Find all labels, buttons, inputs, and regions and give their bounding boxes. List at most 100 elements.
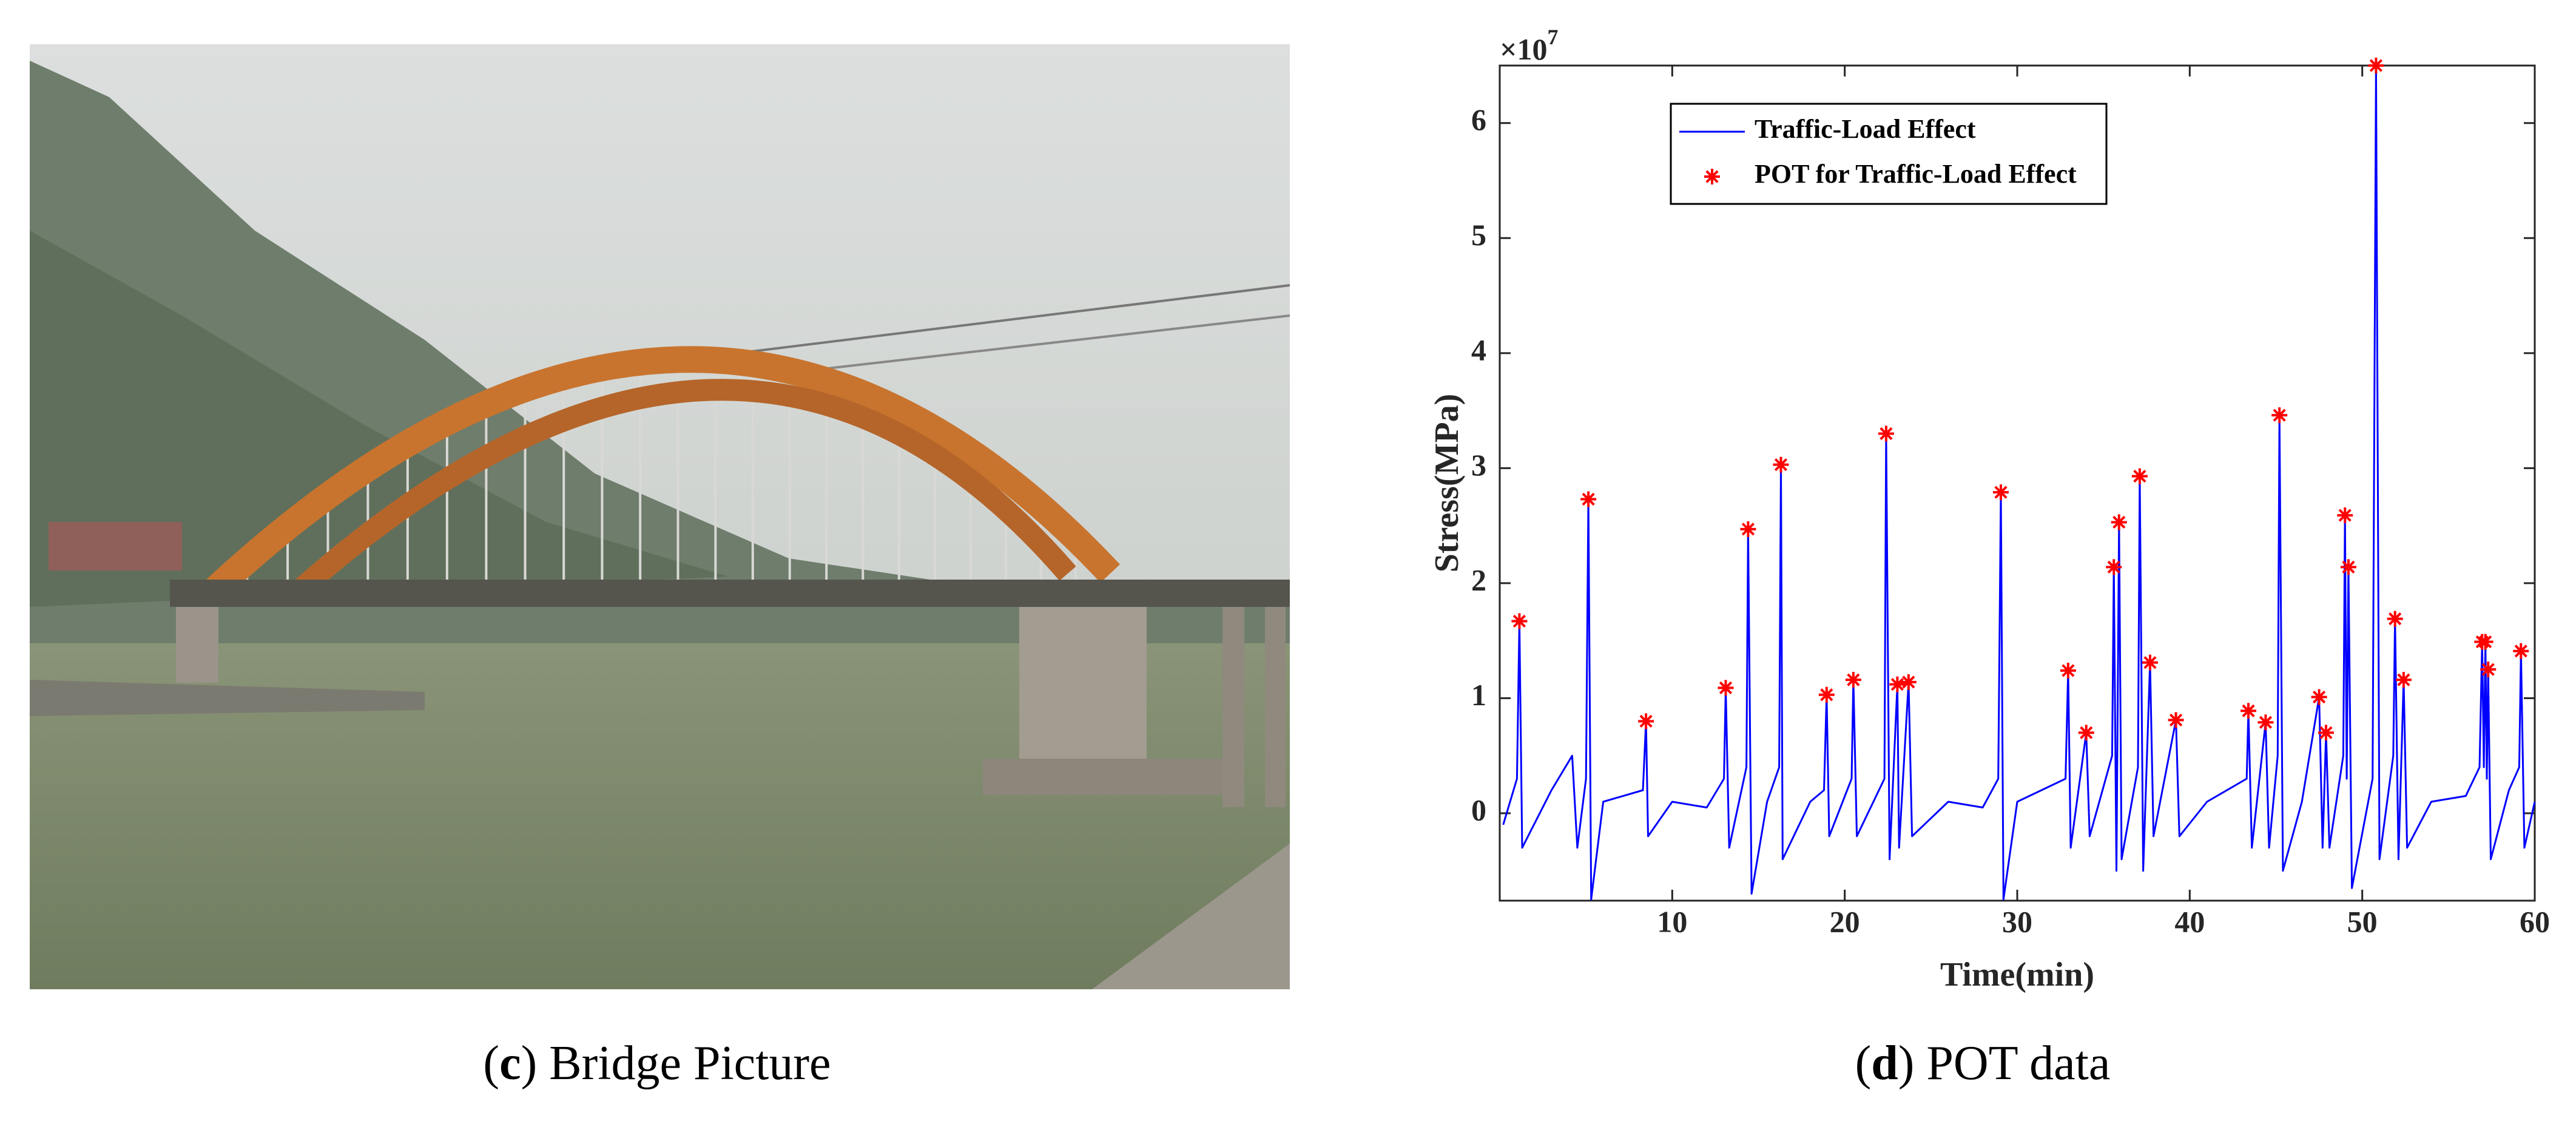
x-tick-label: 30 bbox=[2002, 904, 2032, 938]
asterisk-marker bbox=[1900, 674, 1917, 690]
y-tick-label: 5 bbox=[1471, 218, 1486, 252]
x-tick-label: 10 bbox=[1657, 904, 1687, 938]
asterisk-stroke bbox=[1741, 523, 1755, 536]
asterisk-marker bbox=[1718, 680, 1734, 696]
asterisk-marker bbox=[2387, 611, 2403, 627]
asterisk-stroke bbox=[2319, 726, 2333, 739]
asterisk-marker bbox=[1704, 169, 1720, 185]
asterisk-stroke bbox=[2112, 515, 2126, 529]
asterisk-marker bbox=[2271, 407, 2288, 424]
asterisk-marker bbox=[1740, 521, 1756, 537]
caption-text: ) Bridge Picture bbox=[521, 1037, 831, 1090]
y-multiplier: ×107 bbox=[1500, 25, 1559, 66]
asterisk-stroke bbox=[1774, 458, 1788, 472]
y-axis-label: Stress(MPa) bbox=[1428, 394, 1466, 572]
asterisk-stroke bbox=[1847, 673, 1860, 686]
y-tick-label: 3 bbox=[1471, 448, 1486, 482]
asterisk-marker bbox=[2111, 514, 2127, 530]
x-tick-label: 50 bbox=[2347, 904, 2378, 938]
asterisk-marker bbox=[2318, 725, 2334, 741]
right-bank bbox=[1092, 844, 1290, 989]
multiplier-exponent: 7 bbox=[1548, 25, 1559, 49]
caption: (c) Bridge Picture bbox=[483, 1037, 831, 1090]
deck bbox=[170, 580, 1290, 607]
asterisk-marker bbox=[2060, 662, 2076, 679]
asterisk-marker bbox=[2168, 712, 2184, 728]
asterisk-marker bbox=[1889, 676, 1906, 692]
asterisk-stroke bbox=[2369, 59, 2383, 72]
y-tick-label: 2 bbox=[1471, 563, 1486, 597]
pier-base bbox=[983, 759, 1238, 795]
asterisk-stroke bbox=[2080, 726, 2093, 739]
asterisk-stroke bbox=[2514, 645, 2527, 658]
asterisk-marker bbox=[1511, 613, 1528, 629]
asterisk-marker bbox=[1580, 491, 1597, 507]
asterisk-marker bbox=[2368, 58, 2384, 73]
legend-label: Traffic-Load Effect bbox=[1755, 114, 1976, 144]
y-tick-label: 6 bbox=[1471, 103, 1486, 137]
asterisk-stroke bbox=[1994, 486, 2008, 499]
x-axis-label: Time(min) bbox=[1940, 956, 2094, 994]
asterisk-marker bbox=[2241, 703, 2257, 719]
asterisk-stroke bbox=[2479, 635, 2492, 649]
asterisk-marker bbox=[2513, 643, 2529, 659]
asterisk-stroke bbox=[1512, 614, 1526, 628]
asterisk-marker bbox=[2477, 634, 2493, 650]
asterisk-stroke bbox=[1880, 427, 1893, 441]
asterisk-marker bbox=[2337, 507, 2353, 524]
billboard bbox=[49, 522, 182, 570]
asterisk-stroke bbox=[2107, 560, 2120, 574]
pier bbox=[1222, 607, 1244, 807]
asterisk-stroke bbox=[2338, 509, 2352, 522]
asterisk-marker bbox=[1845, 672, 1861, 688]
caption-label: d bbox=[1871, 1037, 1898, 1090]
asterisk-stroke bbox=[1719, 681, 1733, 694]
caption-label: c bbox=[499, 1037, 521, 1090]
asterisk-stroke bbox=[2133, 470, 2146, 483]
asterisk-marker bbox=[1638, 713, 1654, 730]
asterisk-marker bbox=[2340, 559, 2356, 575]
asterisk-stroke bbox=[2397, 673, 2410, 686]
multiplier-base: ×10 bbox=[1500, 32, 1548, 66]
asterisk-marker bbox=[2078, 725, 2094, 741]
asterisk-stroke bbox=[2389, 612, 2402, 626]
cable bbox=[697, 284, 1290, 359]
pier bbox=[1019, 607, 1147, 777]
asterisk-stroke bbox=[1820, 688, 1833, 702]
asterisk-stroke bbox=[1582, 492, 1595, 506]
asterisk-stroke bbox=[1639, 714, 1653, 728]
arch bbox=[283, 379, 1076, 606]
asterisk-marker bbox=[1818, 686, 1835, 703]
asterisk-stroke bbox=[2169, 713, 2183, 727]
caption-open: ( bbox=[1855, 1037, 1872, 1090]
hillside bbox=[30, 231, 728, 607]
abutment bbox=[176, 607, 218, 683]
asterisk-stroke bbox=[1902, 675, 1915, 689]
y-tick-label: 0 bbox=[1471, 793, 1486, 827]
caption: (d) POT data bbox=[1855, 1037, 2111, 1090]
asterisk-marker bbox=[2257, 714, 2274, 731]
asterisk-stroke bbox=[2143, 656, 2157, 669]
asterisk-stroke bbox=[1890, 678, 1904, 691]
legend-label: POT for Traffic-Load Effect bbox=[1755, 159, 2077, 189]
asterisk-stroke bbox=[2481, 663, 2495, 676]
x-tick-label: 40 bbox=[2174, 904, 2205, 938]
caption-open: ( bbox=[483, 1037, 499, 1090]
left-bank bbox=[30, 680, 425, 716]
asterisk-stroke bbox=[2342, 560, 2355, 574]
asterisk-marker bbox=[2395, 672, 2412, 688]
asterisk-stroke bbox=[1705, 170, 1719, 183]
asterisk-stroke bbox=[2312, 690, 2326, 704]
asterisk-marker bbox=[2480, 662, 2497, 678]
legend bbox=[1670, 103, 2108, 205]
x-tick-label: 60 bbox=[2520, 904, 2550, 938]
y-tick-label: 1 bbox=[1471, 678, 1486, 712]
asterisk-marker bbox=[2311, 689, 2327, 705]
y-tick-label: 4 bbox=[1471, 333, 1486, 367]
caption-text: ) POT data bbox=[1898, 1037, 2111, 1090]
asterisk-marker bbox=[2106, 559, 2122, 575]
arch bbox=[197, 346, 1121, 608]
asterisk-stroke bbox=[2062, 664, 2075, 677]
asterisk-stroke bbox=[2259, 716, 2273, 729]
